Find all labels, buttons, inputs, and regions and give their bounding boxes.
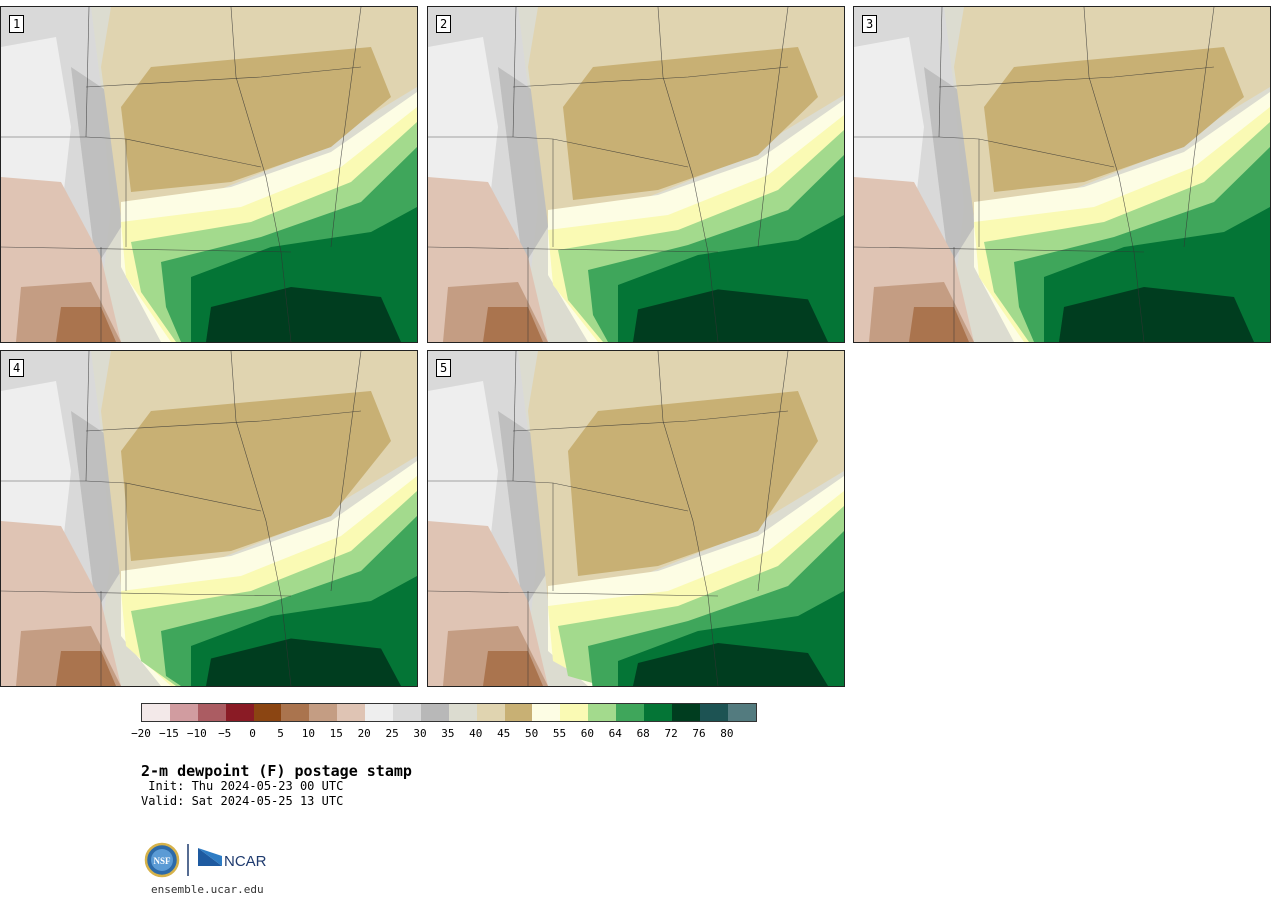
valid-time: Valid: Sat 2024-05-25 13 UTC [141,794,344,808]
colorbar-swatch [504,704,533,721]
dewpoint-map-1 [1,7,417,342]
colorbar-swatch [644,704,672,721]
panel-number: 5 [436,359,452,377]
colorbar-tick-label: 35 [441,727,455,740]
colorbar-tick-label: 45 [497,727,511,740]
colorbar-tick-label: 30 [413,727,427,740]
stamp-panel-5: 5 [427,350,845,687]
colorbar-tick-label: 40 [469,727,483,740]
colorbar-tick-label: 68 [636,727,650,740]
panel-number: 2 [436,15,452,33]
colorbar-swatch [197,704,226,721]
colorbar-swatch [616,704,645,721]
dewpoint-map-5 [428,351,844,686]
panel-number: 1 [9,15,25,33]
dewpoint-map-4 [1,351,417,686]
colorbar [141,703,757,722]
colorbar-swatch [448,704,477,721]
panel-number: 4 [9,359,25,377]
colorbar-tick-label: 60 [580,727,595,740]
colorbar-swatch [393,704,421,721]
stamp-panel-3: 3 [853,6,1271,343]
colorbar-tick-label: −5 [218,727,232,740]
colorbar-tick-label: 10 [301,727,316,740]
colorbar-tick-label: 76 [692,727,706,740]
colorbar-swatch [365,704,394,721]
colorbar-swatch [169,704,198,721]
colorbar-tick-label: −15 [158,727,179,740]
colorbar-swatch [225,704,254,721]
colorbar-swatch [309,704,338,721]
dewpoint-map-2 [428,7,844,342]
nsf-ncar-logo: NSF NCAR [144,842,267,878]
colorbar-tick-label: −20 [131,727,151,740]
nsf-logo-text: NSF [153,856,171,866]
chart-title: 2-m dewpoint (F) postage stamp [141,762,412,780]
colorbar-tick-label: 55 [552,727,567,740]
colorbar-swatch [588,704,617,721]
colorbar-tick-label: 5 [277,727,284,740]
colorbar-tick-label: 80 [720,727,734,740]
panel-number: 3 [862,15,878,33]
colorbar-swatch [420,704,449,721]
init-time: Init: Thu 2024-05-23 00 UTC [141,779,344,793]
colorbar-tick-label: 25 [385,727,399,740]
colorbar-tick-label: 0 [249,727,256,740]
colorbar-swatch [476,704,505,721]
colorbar-tick-label: 20 [357,727,371,740]
colorbar-swatch [337,704,366,721]
stamp-panel-4: 4 [0,350,418,687]
ncar-logo-text: NCAR [224,853,267,870]
colorbar-swatch [671,704,700,721]
site-url: ensemble.ucar.edu [151,883,264,896]
stamp-panel-2: 2 [427,6,845,343]
colorbar-tick-label: 50 [524,727,539,740]
colorbar-tick-label: 72 [664,727,678,740]
stamp-panel-1: 1 [0,6,418,343]
colorbar-swatch [253,704,282,721]
colorbar-swatch [532,704,561,721]
colorbar-swatch [281,704,310,721]
colorbar-tick-label: −10 [186,727,207,740]
colorbar-tick-label: 64 [608,727,622,740]
colorbar-swatch [727,704,756,721]
colorbar-swatch [142,704,170,721]
colorbar-swatch [699,704,728,721]
colorbar-tick-label: 15 [329,727,343,740]
dewpoint-map-3 [854,7,1270,342]
colorbar-swatch [560,704,589,721]
